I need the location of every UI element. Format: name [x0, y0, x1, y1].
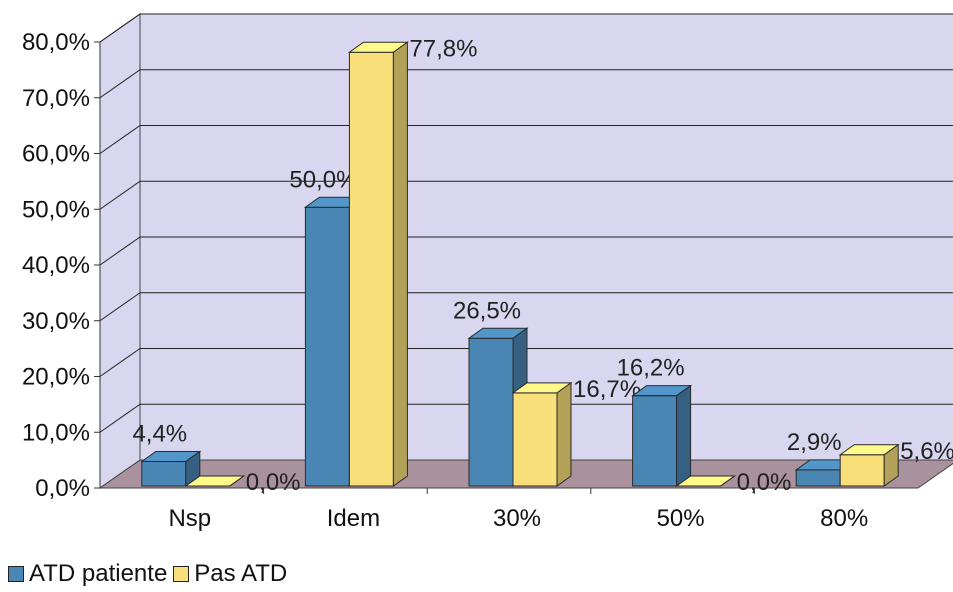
y-tick-label: 0,0%	[35, 475, 90, 502]
gridline-side	[99, 292, 141, 322]
data-label: 5,6%	[900, 438, 953, 465]
bar-side	[556, 381, 572, 487]
legend-label-pas-atd: Pas ATD	[194, 560, 288, 587]
data-label: 26,5%	[453, 297, 521, 324]
bar-front	[141, 460, 187, 487]
x-tick-label: 80%	[820, 505, 868, 532]
gridline-side	[99, 69, 141, 99]
y-tick-label: 30,0%	[22, 308, 90, 335]
bar-side	[883, 443, 899, 487]
y-tick-label: 10,0%	[22, 419, 90, 446]
bar-front	[839, 454, 885, 487]
bar-side	[392, 41, 408, 487]
bar-side	[676, 384, 692, 487]
data-label: 2,9%	[787, 429, 842, 456]
x-tick-label: 30%	[493, 505, 541, 532]
bar-side	[720, 475, 735, 487]
y-tick-label: 80,0%	[22, 29, 90, 56]
bar-front	[795, 469, 841, 487]
bar-front	[632, 395, 678, 487]
y-tick-label: 60,0%	[22, 141, 90, 168]
x-tick-label: Nsp	[168, 505, 211, 532]
bar-side	[229, 475, 245, 487]
bar-front	[512, 392, 558, 487]
legend-swatch-pas-atd	[173, 566, 190, 582]
bar-front	[468, 337, 514, 487]
y-tick-label: 20,0%	[22, 364, 90, 391]
data-label: 0,0%	[737, 469, 792, 496]
data-label: 0,0%	[246, 469, 301, 496]
legend-swatch-atd-patiente	[8, 566, 24, 582]
legend-label-atd-patiente: ATD patiente	[29, 560, 168, 587]
data-label: 4,4%	[132, 420, 187, 447]
legend: ATD patiente Pas ATD	[8, 562, 293, 586]
bar-front	[304, 206, 350, 487]
gridline-side	[99, 403, 141, 433]
legend-item-pas-atd: Pas ATD	[173, 562, 287, 586]
data-label: 77,8%	[409, 35, 477, 62]
x-tick-label: 50%	[657, 505, 705, 532]
data-label: 16,7%	[573, 376, 641, 403]
data-label: 16,2%	[617, 355, 685, 382]
bar-front	[348, 51, 394, 487]
y-tick-label: 50,0%	[22, 196, 90, 223]
x-tick-label: Idem	[327, 505, 380, 532]
gridline-side	[99, 236, 141, 266]
y-tick-label: 70,0%	[22, 85, 90, 112]
data-label: 50,0%	[289, 166, 357, 193]
gridline-side	[99, 13, 141, 43]
gridline-side	[99, 348, 141, 377]
legend-item-atd-patiente: ATD patiente	[8, 562, 167, 586]
gridline-side	[99, 125, 141, 154]
gridline-side	[99, 180, 141, 210]
y-tick-label: 40,0%	[22, 252, 90, 279]
